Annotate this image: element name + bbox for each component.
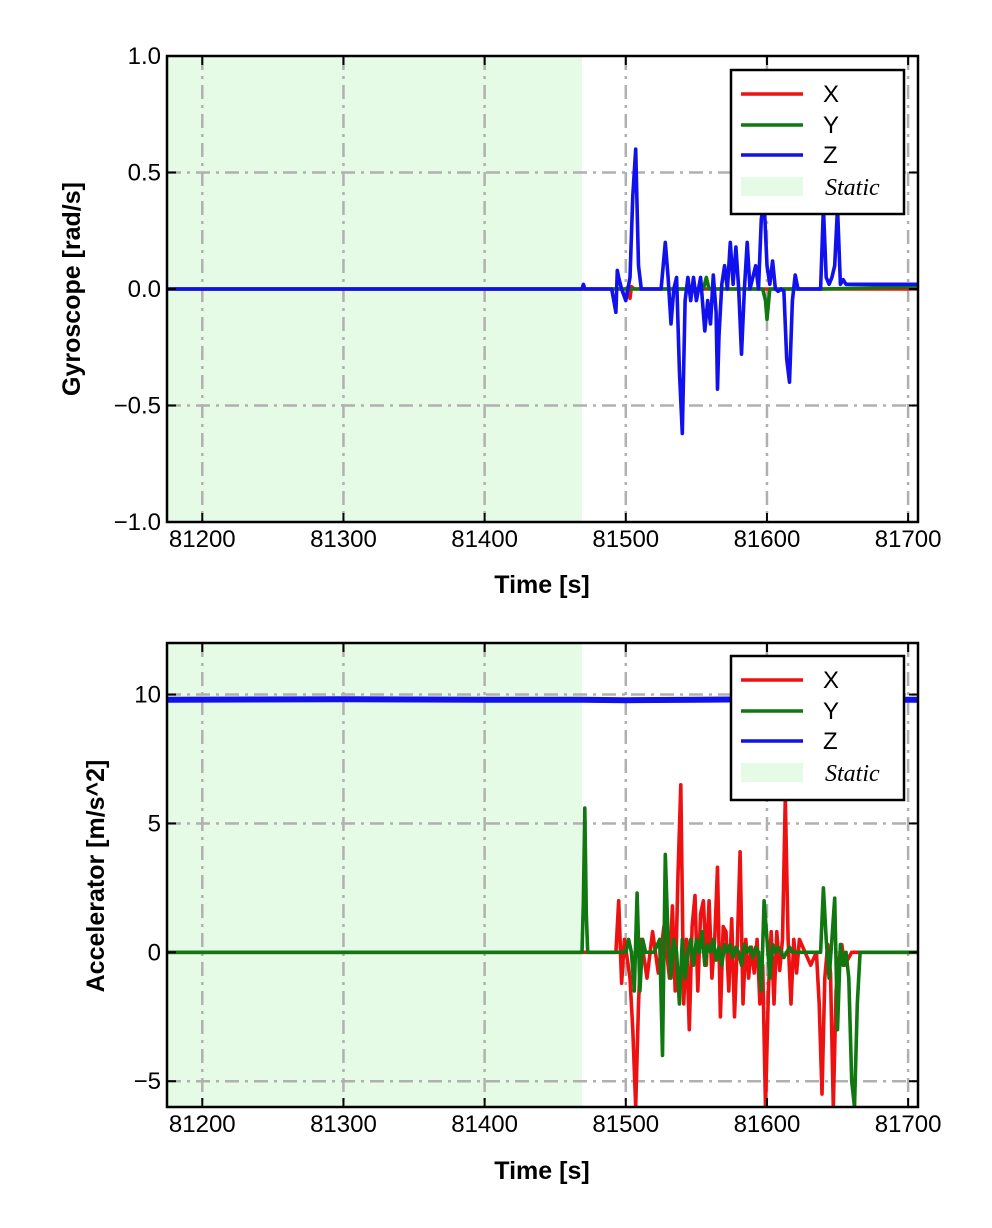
x-tick-label: 81200 bbox=[169, 526, 236, 553]
x-tick-label: 81500 bbox=[592, 1111, 659, 1138]
y-tick-label: 10 bbox=[134, 682, 161, 709]
y-tick-label: −1.0 bbox=[114, 509, 161, 536]
y-tick-label: 1.0 bbox=[128, 43, 161, 70]
x-tick-label: 81300 bbox=[310, 1111, 377, 1138]
y-tick-label: −0.5 bbox=[114, 393, 161, 420]
x-tick-label: 81700 bbox=[875, 1111, 942, 1138]
legend-label-z: Z bbox=[823, 142, 838, 169]
accelerator-chart: 81200 81300 81400 81500 81600 81700 −5 0 5 10 Tim… bbox=[82, 641, 942, 1185]
x-tick-label: 81200 bbox=[169, 1111, 236, 1138]
gyroscope-chart: 81200 81300 81400 81500 81600 81700 −1.0 −0.5 0.… bbox=[58, 43, 941, 599]
x-tick-label: 81400 bbox=[451, 526, 518, 553]
series-group bbox=[167, 147, 918, 436]
legend-patch-static bbox=[741, 177, 803, 196]
legend-label-static: Static bbox=[825, 761, 880, 787]
y-tick-label: 0 bbox=[148, 939, 161, 966]
legend-label-y: Y bbox=[823, 112, 839, 139]
x-axis-label: Time [s] bbox=[494, 571, 589, 599]
y-tick-label: 0.5 bbox=[128, 160, 161, 187]
legend-label-static: Static bbox=[825, 175, 880, 201]
y-tick-label: 0.0 bbox=[128, 276, 161, 303]
series-line-x bbox=[167, 782, 918, 1107]
legend-label-x: X bbox=[823, 667, 839, 694]
legend: X Y Z Static bbox=[729, 654, 906, 802]
x-tick-label: 81300 bbox=[310, 526, 377, 553]
y-axis-label: Gyroscope [rad/s] bbox=[58, 182, 86, 396]
legend-label-y: Y bbox=[823, 698, 839, 725]
plot-frame bbox=[165, 641, 920, 1109]
series-line-y bbox=[167, 806, 918, 1107]
legend-label-x: X bbox=[823, 81, 839, 108]
y-axis-label: Accelerator [m/s^2] bbox=[82, 760, 110, 993]
static-region bbox=[167, 643, 583, 1107]
x-tick-label: 81600 bbox=[734, 1111, 801, 1138]
y-tick-label: 5 bbox=[148, 810, 161, 837]
legend-label-z: Z bbox=[823, 728, 838, 755]
x-tick-label: 81400 bbox=[451, 1111, 518, 1138]
series-line-y bbox=[167, 275, 918, 322]
legend: X Y Z Static bbox=[729, 68, 906, 216]
x-axis-label: Time [s] bbox=[494, 1157, 589, 1185]
x-tick-label: 81500 bbox=[592, 526, 659, 553]
y-tick-label: −5 bbox=[134, 1068, 161, 1095]
x-tick-label: 81600 bbox=[734, 526, 801, 553]
legend-patch-static bbox=[741, 763, 803, 782]
ticks: 81200 81300 81400 81500 81600 81700 −1.0 −0.5 0.… bbox=[114, 43, 942, 553]
x-tick-label: 81700 bbox=[875, 526, 942, 553]
ticks: 81200 81300 81400 81500 81600 81700 −5 0 5 10 bbox=[134, 643, 942, 1138]
series-line-z bbox=[167, 147, 918, 436]
